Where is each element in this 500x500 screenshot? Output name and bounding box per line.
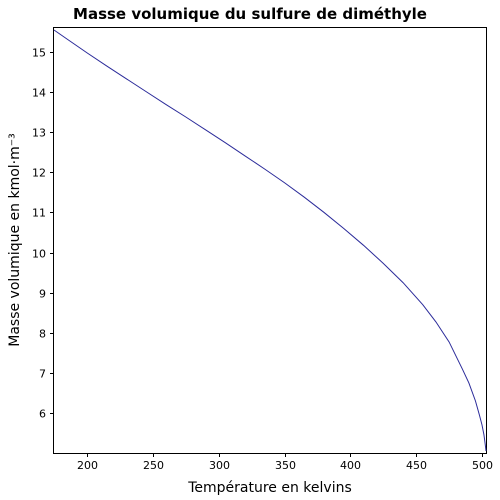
y-tick-label: 7	[39, 368, 46, 381]
x-tick-label: 250	[143, 459, 164, 472]
y-tick-label: 8	[39, 328, 46, 341]
y-axis-label: Masse volumique en kmol·m⁻³	[7, 133, 23, 347]
y-tick-label: 13	[32, 127, 46, 140]
x-tick-label: 450	[406, 459, 427, 472]
series-layer	[53, 29, 487, 452]
y-tick-label: 14	[32, 87, 46, 100]
x-tick-label: 400	[340, 459, 361, 472]
plot-frame	[53, 27, 487, 454]
y-tick-label: 9	[39, 288, 46, 301]
x-axis-label: Température en kelvins	[187, 480, 352, 496]
y-tick-label: 6	[39, 408, 46, 421]
x-tick-label: 500	[472, 459, 493, 472]
x-tick-label: 200	[77, 459, 98, 472]
y-axis: 6 7 8 9 10 11 12 13 14 15	[32, 47, 54, 421]
x-tick-label: 300	[209, 459, 230, 472]
y-tick-label: 10	[32, 248, 46, 261]
x-tick-label: 350	[275, 459, 296, 472]
chart-title: Masse volumique du sulfure de diméthyle	[73, 5, 427, 23]
x-axis: 200 250 300 350 400 450 500	[77, 453, 493, 472]
y-tick-label: 15	[32, 47, 46, 60]
density-curve	[53, 29, 487, 452]
y-tick-label: 12	[32, 167, 46, 180]
y-tick-label: 11	[32, 207, 46, 220]
